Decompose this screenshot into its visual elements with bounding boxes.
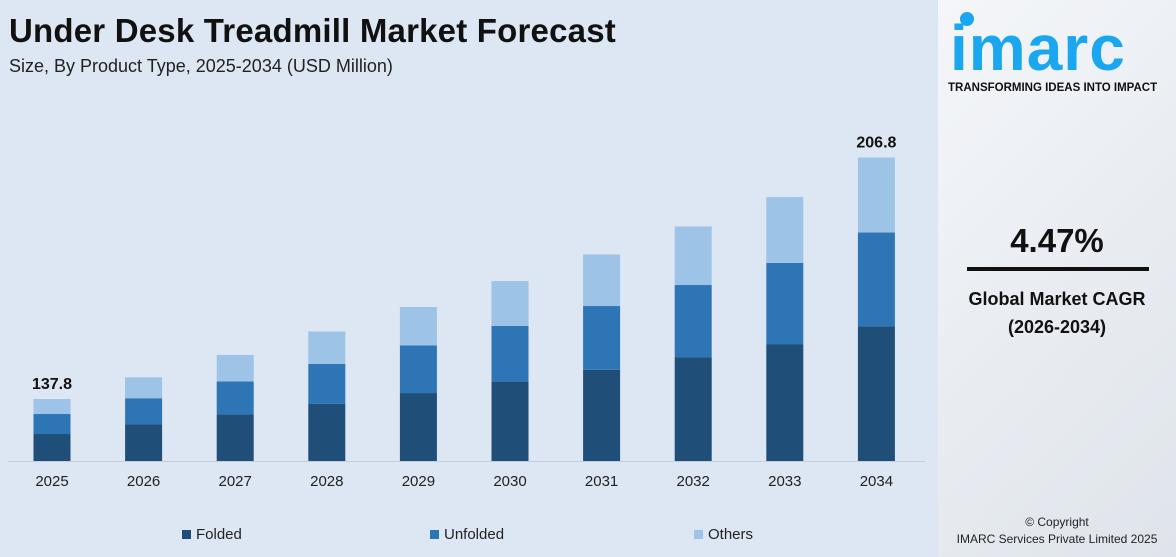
legend-item-others: Others [694,526,753,543]
x-tick-label: 2033 [768,473,801,490]
bar-folded-2025 [33,434,71,461]
logo-tagline: TRANSFORMING IDEAS INTO IMPACT [948,82,1158,94]
bar-others-2029 [399,307,437,346]
cagr-label-line1: Global Market CAGR [968,289,1146,309]
bar-unfolded-2027 [216,381,254,415]
bar-others-2032 [674,226,712,286]
legend-label: Unfolded [444,526,505,543]
bar-others-2031 [583,254,621,307]
legend-swatch-unfolded [430,530,439,539]
bar-folded-2031 [583,369,621,461]
cagr-label-line2: (2026-2034) [1007,317,1107,337]
data-label-2034: 206.8 [856,135,896,152]
bar-folded-2032 [674,357,712,461]
x-tick-label: 2025 [35,473,68,490]
logo-dot [960,12,974,26]
copyright-line2: IMARC Services Private Limited 2025 [956,532,1158,546]
bar-folded-2034 [857,326,895,461]
bar-folded-2026 [125,424,163,461]
x-tick-label: 2027 [219,473,252,490]
x-tick-label: 2031 [585,473,618,490]
bar-others-2027 [216,354,254,382]
x-tick-label: 2029 [402,473,435,490]
copyright-line1: © Copyright [1025,515,1089,529]
bar-unfolded-2032 [674,285,712,358]
x-tick-label: 2032 [677,473,710,490]
cagr-label: Global Market CAGR (2026-2034) [938,285,1176,341]
bar-folded-2030 [491,381,529,461]
x-tick-label: 2026 [127,473,160,490]
x-tick-label: 2034 [860,473,893,490]
bar-unfolded-2029 [399,345,437,394]
data-label-2025: 137.8 [32,376,72,393]
cagr-divider [967,267,1149,271]
cagr-value: 4.47% [1010,222,1104,259]
legend-label: Others [708,526,754,543]
legend-item-unfolded: Unfolded [430,526,504,543]
bar-folded-2028 [308,403,346,461]
legend-swatch-others [694,530,703,539]
legend-item-folded: Folded [182,526,242,543]
copyright: © Copyright IMARC Services Private Limit… [938,514,1176,548]
bar-others-2030 [491,281,529,326]
bar-others-2026 [125,377,163,399]
legend-label: Folded [196,526,242,543]
bar-unfolded-2030 [491,325,529,382]
imarc-logo: imarc TRANSFORMING IDEAS INTO IMPACT [948,8,1173,94]
bar-folded-2027 [216,414,254,461]
info-panel: imarc TRANSFORMING IDEAS INTO IMPACT 4.4… [938,0,1176,557]
bar-unfolded-2026 [125,398,163,425]
logo-wordmark: imarc [950,12,1126,84]
bar-unfolded-2033 [766,262,804,345]
legend-swatch-folded [182,530,191,539]
bar-folded-2033 [766,344,804,461]
bar-unfolded-2031 [583,306,621,370]
bar-unfolded-2025 [33,414,71,435]
x-tick-label: 2028 [310,473,343,490]
bar-others-2028 [308,331,346,364]
bar-unfolded-2028 [308,363,346,404]
chart-subtitle: Size, By Product Type, 2025-2034 (USD Mi… [9,56,393,76]
bar-others-2025 [33,399,71,415]
x-tick-label: 2030 [493,473,526,490]
bar-others-2034 [857,157,895,233]
chart-title: Under Desk Treadmill Market Forecast [9,12,616,49]
bar-unfolded-2034 [857,232,895,327]
stacked-bar-chart: 2025 137.8 2026 2027 2028 2029 2030 2031 2032 203… [8,135,925,490]
bar-others-2033 [766,197,804,263]
bar-folded-2029 [399,393,437,461]
